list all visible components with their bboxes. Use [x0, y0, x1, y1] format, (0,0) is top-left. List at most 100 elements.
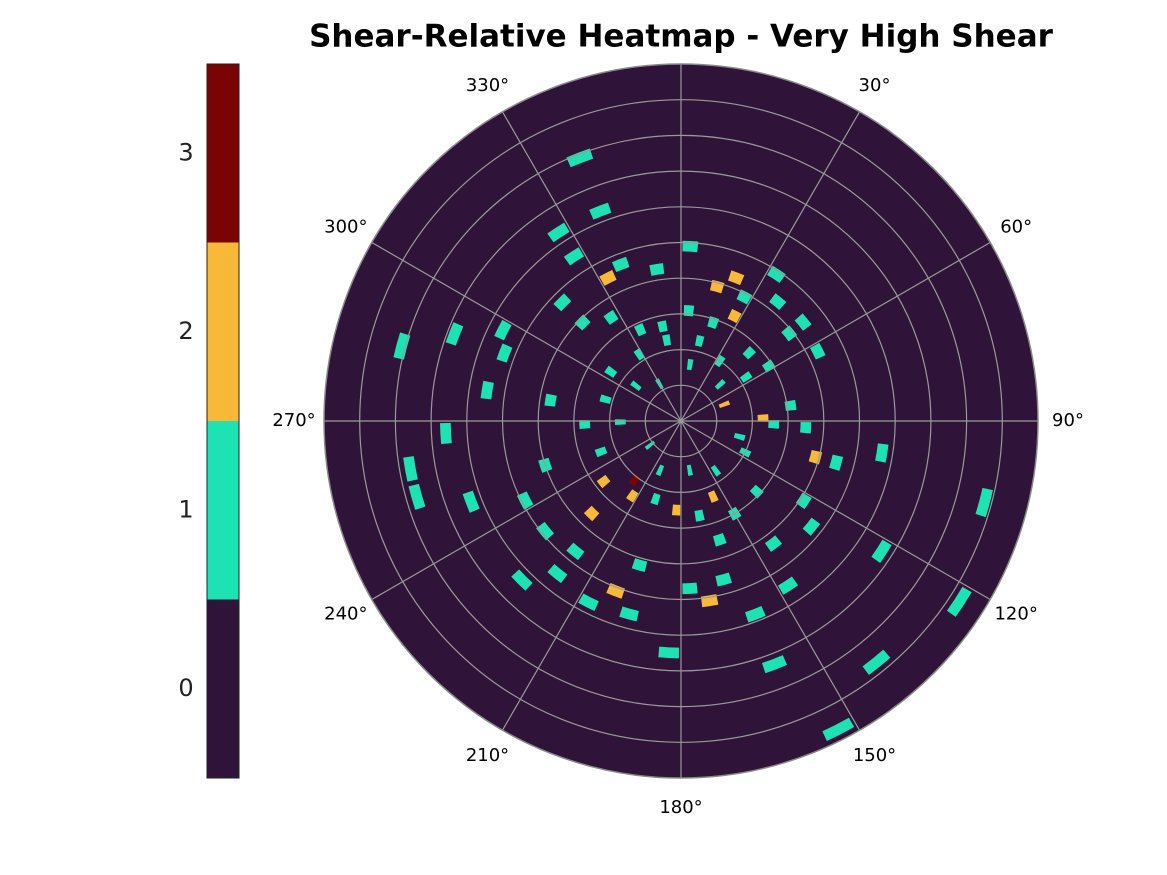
angular-grid-line — [371, 241, 682, 422]
heat-cell — [657, 320, 668, 333]
heat-cell — [694, 509, 705, 522]
heat-cell — [686, 358, 694, 371]
heat-cell — [975, 487, 993, 518]
chart-title: Shear-Relative Heatmap - Very High Shear — [309, 19, 1054, 55]
heat-cell — [862, 649, 891, 675]
heat-cell — [795, 492, 812, 510]
heat-cell — [630, 380, 642, 391]
angular-grid-line — [371, 420, 682, 601]
heat-cell — [707, 490, 719, 503]
heat-cell — [596, 474, 611, 489]
heat-cell — [757, 414, 769, 422]
theta-tick-label: 90° — [1052, 410, 1084, 431]
heat-cell — [714, 378, 726, 390]
heat-cell — [579, 420, 591, 429]
heat-cell — [393, 332, 411, 360]
heat-cell — [875, 443, 889, 463]
heat-cell — [727, 308, 742, 324]
heat-cell — [547, 222, 570, 243]
angular-grid-line — [501, 420, 682, 731]
heat-cell — [715, 572, 732, 587]
heat-cell — [599, 394, 612, 404]
heat-cell — [769, 293, 787, 311]
angular-grid-line — [501, 111, 682, 422]
heat-cell — [655, 464, 665, 477]
heat-cell — [445, 322, 464, 346]
heat-cell — [614, 419, 626, 426]
theta-tick-label: 330° — [466, 75, 509, 96]
heat-cell — [511, 569, 533, 591]
heat-cell — [710, 464, 722, 477]
heat-cell — [781, 325, 798, 342]
heat-cell — [686, 464, 693, 476]
colorbar-segment — [207, 421, 239, 600]
colorbar-frame — [206, 63, 240, 779]
colorbar-segment — [207, 242, 239, 421]
heat-cell — [494, 319, 512, 341]
heat-cell — [566, 542, 585, 561]
angular-grid-line — [680, 111, 861, 422]
heat-cell — [946, 586, 972, 617]
heat-cell — [633, 347, 645, 361]
heat-cell — [777, 576, 799, 595]
heat-cell — [808, 449, 823, 465]
heat-cell — [800, 422, 812, 434]
heat-cell — [745, 605, 766, 623]
heat-cell — [822, 717, 855, 741]
heat-cell — [536, 521, 554, 541]
theta-tick-label: 150° — [853, 745, 896, 766]
colorbar-tick-label: 3 — [178, 138, 193, 166]
heat-cell — [583, 505, 600, 522]
theta-tick-label: 300° — [324, 217, 367, 238]
colorbar-segment — [207, 64, 239, 243]
heat-cell — [794, 313, 812, 331]
heat-cell — [566, 148, 594, 168]
angular-grid-line — [680, 420, 861, 731]
heat-cell — [626, 489, 639, 503]
heat-cell — [462, 490, 480, 513]
theta-tick-label: 120° — [994, 604, 1037, 625]
heat-cell — [578, 593, 599, 612]
heat-cell — [650, 492, 661, 506]
heat-cell — [516, 491, 534, 510]
heat-cell — [553, 293, 572, 312]
heat-cell — [739, 371, 753, 383]
heat-cell — [671, 504, 681, 516]
heat-cell — [682, 240, 699, 253]
heat-cell — [736, 289, 753, 305]
heat-cell — [809, 342, 826, 360]
heat-cell — [761, 359, 776, 373]
theta-tick-label: 180° — [659, 797, 702, 818]
heat-cell — [606, 583, 625, 599]
heat-cell — [603, 309, 619, 325]
heat-cell — [761, 655, 788, 674]
heat-cell — [728, 270, 745, 286]
angular-grid-line — [680, 241, 991, 422]
heat-cell — [408, 483, 426, 510]
theta-tick-label: 60° — [1000, 217, 1032, 238]
heat-cell — [480, 380, 494, 400]
heat-cell — [733, 432, 746, 441]
heat-cell — [767, 265, 786, 283]
polar-frame — [323, 63, 1039, 779]
heat-cell — [611, 256, 630, 273]
heat-cell — [599, 269, 617, 286]
angular-grid-line — [680, 420, 991, 601]
colorbar-segment — [207, 599, 239, 778]
heat-cell — [631, 558, 648, 573]
colorbar-tick-label: 2 — [178, 317, 193, 345]
heat-cell — [802, 517, 821, 536]
heat-cell — [712, 533, 727, 547]
heat-cell — [604, 365, 618, 378]
heat-cell — [594, 446, 608, 458]
heat-cell — [749, 484, 764, 499]
heat-cell — [764, 535, 783, 552]
theta-tick-label: 210° — [466, 745, 509, 766]
heat-cell — [709, 279, 725, 294]
theta-tick-label: 240° — [324, 604, 367, 625]
heat-cell — [682, 582, 698, 595]
heat-cell — [574, 314, 591, 331]
heat-cell — [658, 646, 680, 659]
